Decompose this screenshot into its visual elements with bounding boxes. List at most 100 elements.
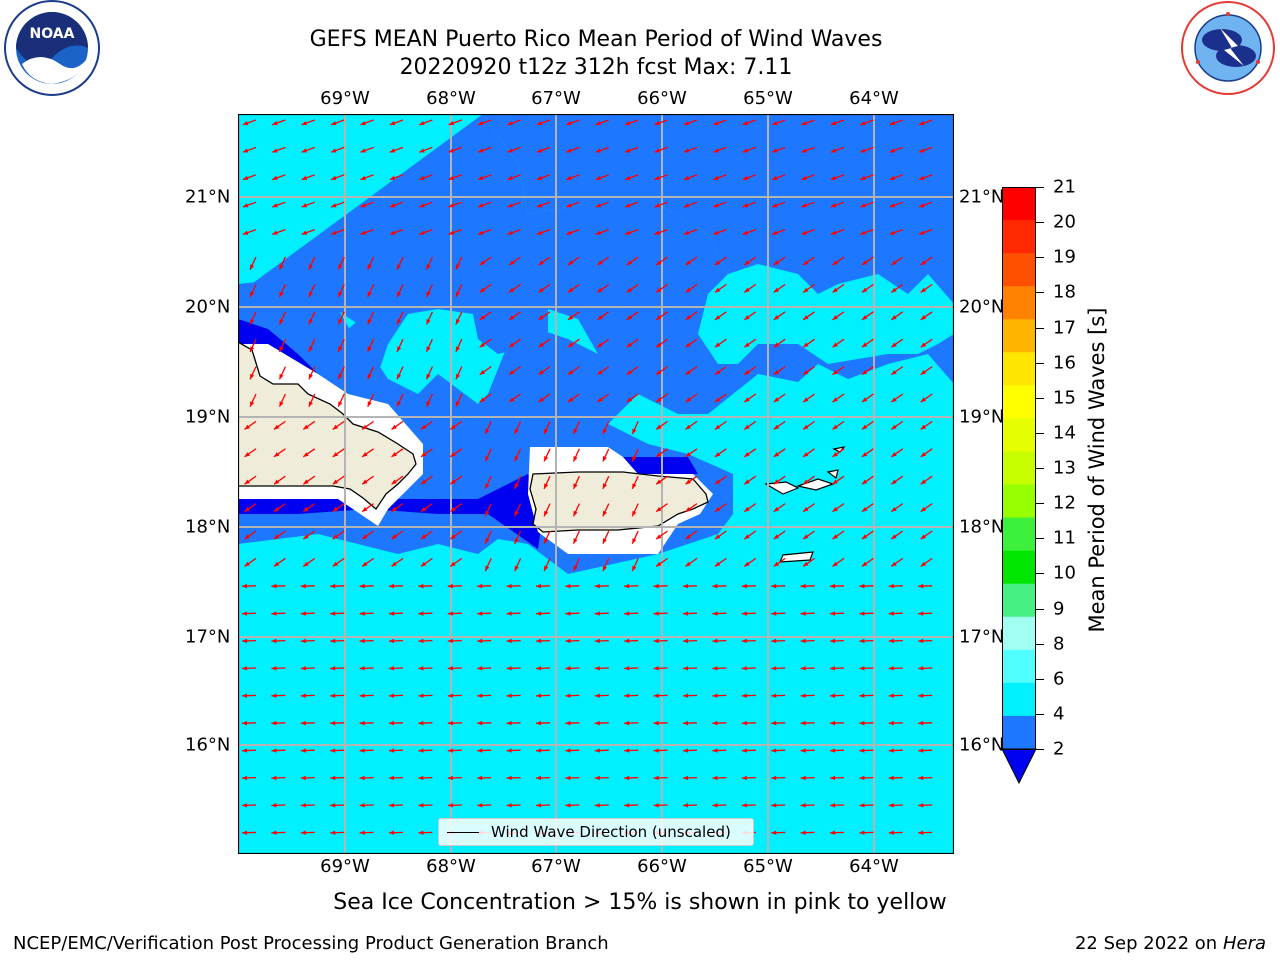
wind-arrow-head [331,230,337,235]
footer-host: Hera [1222,933,1266,954]
colorbar-swatch [1002,253,1036,287]
footer-credit: NCEP/EMC/Verification Post Processing Pr… [13,933,609,954]
ice-note: Sea Ice Concentration > 15% is shown in … [0,890,1280,915]
wind-arrow-head [595,175,602,180]
wind-arrow-head [594,666,600,671]
wind-arrow-head [332,452,339,457]
wind-arrow-head [773,342,780,348]
wind-arrow-head [683,148,690,153]
wind-arrow-head [250,319,255,325]
wind-arrow-head [859,638,865,644]
wind-arrow-head [338,401,343,407]
graticule [238,114,954,854]
wind-arrow-head [744,397,750,403]
wind-arrow-head [271,611,277,616]
colorbar-swatch [1002,682,1036,717]
wind-arrow-head [419,230,425,235]
wind-arrow-head [888,666,894,671]
wind-arrow-head [888,693,894,698]
wind-arrow-head [565,583,571,589]
wind-arrow-head [891,479,897,485]
wind-arrow-head [891,342,897,348]
wind-arrow-head [830,583,836,589]
wind-arrow-head [919,148,925,153]
wind-arrow-head [360,203,366,208]
wind-arrow-head [920,479,927,485]
wind-arrow-head [479,342,486,348]
wind-arrow-head [744,342,750,348]
wind-arrow-head [447,666,453,671]
wind-arrow-head [279,346,284,352]
wind-arrow-head [830,175,837,180]
contour-band-lt-2-pr-north [623,457,698,474]
wind-arrow-head [536,611,542,616]
wind-arrow-head [714,260,721,266]
wind-arrow-head [308,264,313,270]
wind-arrow-head [507,175,513,180]
wind-arrow-head [362,561,368,567]
wind-arrow-head [455,319,460,325]
wind-arrow-head [803,479,809,485]
wind-arrow-head [397,373,402,380]
wind-arrow-head [861,424,868,430]
wind-arrow-head [389,121,396,126]
wind-arrow-head [330,583,336,589]
wind-arrow-head [803,287,809,293]
wind-arrow-head [920,561,927,567]
left-lat-label: 17°N [185,626,231,648]
wind-arrow-head [308,291,313,298]
map-panel [238,114,954,854]
footer-date-text: 22 Sep 2022 on [1074,933,1218,954]
colorbar-tick-label: 21 [1053,176,1076,198]
wind-arrow-head [888,748,894,753]
wind-arrow-head [801,121,807,126]
wind-arrow-head [830,803,836,808]
wind-arrow-head [685,342,691,348]
wind-arrow-head [332,479,339,485]
wind-arrow-head [389,775,395,781]
top-lon-label: 68°W [426,88,476,109]
wind-arrow-head [330,748,336,753]
wind-arrow-head [891,452,897,457]
legend-label: Wind Wave Direction (unscaled) [491,823,731,841]
wind-arrow-head [625,230,631,235]
wind-arrow-head [653,583,659,589]
wind-arrow-head [632,483,637,489]
wind-arrow-head [594,693,600,698]
colorbar-tick-mark [1036,257,1044,259]
map-frame [238,114,954,854]
bottom-lon-label: 64°W [849,856,899,877]
wind-arrow-head [771,693,777,698]
wind-arrow-head [367,373,372,380]
wind-arrow-head [800,830,806,835]
wind-arrow-head [626,315,633,320]
wind-arrow-head [772,203,778,208]
wind-arrow-head [624,748,630,753]
wind-arrow-head [300,666,306,671]
wind-arrow-head [391,506,397,512]
wind-arrow-head [595,230,602,235]
wind-arrow-head [362,424,368,430]
wind-arrow-head [509,287,515,293]
wind-arrow-head [426,346,431,352]
wind-arrow-head [538,369,544,375]
colorbar-tick-label: 14 [1053,422,1076,444]
wind-arrow-head [448,230,455,235]
wind-arrow-head [594,803,600,808]
wind-arrow-head [801,230,807,235]
wind-arrow-head [566,203,572,208]
top-lon-label: 69°W [320,88,370,109]
wind-arrow-head [426,291,431,298]
wind-arrow-head [362,452,368,457]
wind-arrow-head [242,748,248,753]
wind-arrow-head [891,369,897,375]
wind-arrow-head [714,534,721,540]
wind-arrow-head [653,775,659,781]
wind-arrow-head [683,203,690,208]
wind-arrow-head [242,148,249,153]
wind-arrow-head [656,534,662,540]
wind-arrow-head [271,693,277,698]
wind-arrow-head [713,148,719,153]
right-lat-label: 21°N [959,186,1005,208]
wind-arrow-head [301,230,308,235]
